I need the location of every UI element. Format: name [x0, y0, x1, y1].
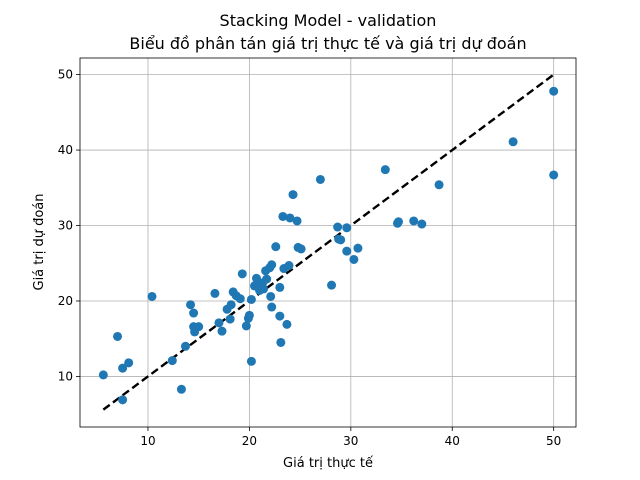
- x-tick-label: 20: [242, 434, 257, 448]
- data-point: [275, 311, 285, 321]
- data-point: [266, 291, 276, 301]
- data-point: [278, 211, 288, 221]
- data-point: [244, 310, 254, 320]
- y-tick-label: 50: [58, 68, 73, 82]
- data-point: [380, 165, 390, 175]
- data-point: [285, 213, 295, 223]
- data-point: [393, 217, 403, 227]
- data-point: [333, 222, 343, 232]
- data-point: [336, 235, 346, 245]
- reference-line-group: [102, 73, 555, 411]
- y-tick-label: 30: [58, 219, 73, 233]
- y-tick-label: 10: [58, 369, 73, 383]
- data-point: [271, 242, 281, 252]
- data-point: [342, 223, 352, 233]
- chart-subtitle: Biểu đồ phân tán giá trị thực tế và giá …: [129, 34, 526, 53]
- data-point: [259, 284, 269, 294]
- data-point: [241, 321, 251, 331]
- x-tick-label: 50: [546, 434, 561, 448]
- data-point: [214, 318, 224, 328]
- data-point: [549, 170, 559, 180]
- data-point: [147, 291, 157, 301]
- data-point: [353, 243, 363, 253]
- data-point: [118, 363, 128, 373]
- data-point: [349, 254, 359, 264]
- data-point: [189, 308, 199, 318]
- data-point: [235, 294, 245, 304]
- plot-frame: [79, 57, 577, 428]
- data-point: [167, 356, 177, 366]
- data-point: [417, 219, 427, 229]
- data-point: [225, 314, 235, 324]
- data-point: [217, 326, 227, 336]
- data-point: [237, 269, 247, 279]
- data-point: [176, 384, 186, 394]
- data-point: [327, 280, 337, 290]
- data-point: [180, 341, 190, 351]
- x-tick-label: 40: [445, 434, 460, 448]
- data-point: [434, 180, 444, 190]
- data-point: [186, 300, 196, 310]
- data-point: [246, 294, 256, 304]
- data-point: [210, 288, 220, 298]
- data-point: [267, 260, 277, 270]
- data-point: [284, 261, 294, 271]
- grid: [80, 58, 576, 427]
- reference-line: [102, 73, 555, 411]
- x-tick-label: 30: [343, 434, 358, 448]
- chart-title: Stacking Model - validation: [220, 11, 437, 30]
- data-point: [267, 302, 277, 312]
- data-point: [226, 300, 236, 310]
- y-tick-label: 40: [58, 143, 73, 157]
- data-point: [124, 358, 134, 368]
- data-point: [118, 395, 128, 405]
- data-point: [194, 322, 204, 332]
- data-point: [98, 370, 108, 380]
- y-tick-label: 20: [58, 294, 73, 308]
- y-axis-label: Giá trị dự đoán: [32, 193, 47, 290]
- x-axis-label: Giá trị thực tế: [283, 456, 373, 471]
- data-point: [275, 282, 285, 292]
- axis-ticks: 10 20 30 40 50 10 20 30 40 50: [58, 68, 562, 448]
- data-point: [549, 86, 559, 96]
- data-point: [288, 190, 298, 200]
- data-point: [262, 274, 272, 284]
- data-point: [315, 174, 325, 184]
- data-point: [276, 337, 286, 347]
- data-points: [98, 86, 559, 405]
- data-point: [282, 319, 292, 329]
- data-point: [292, 216, 302, 226]
- data-point: [296, 244, 306, 254]
- data-point: [409, 216, 419, 226]
- data-point: [342, 246, 352, 256]
- data-point: [508, 137, 518, 147]
- data-point: [113, 331, 123, 341]
- data-point: [246, 356, 256, 366]
- x-tick-label: 10: [140, 434, 155, 448]
